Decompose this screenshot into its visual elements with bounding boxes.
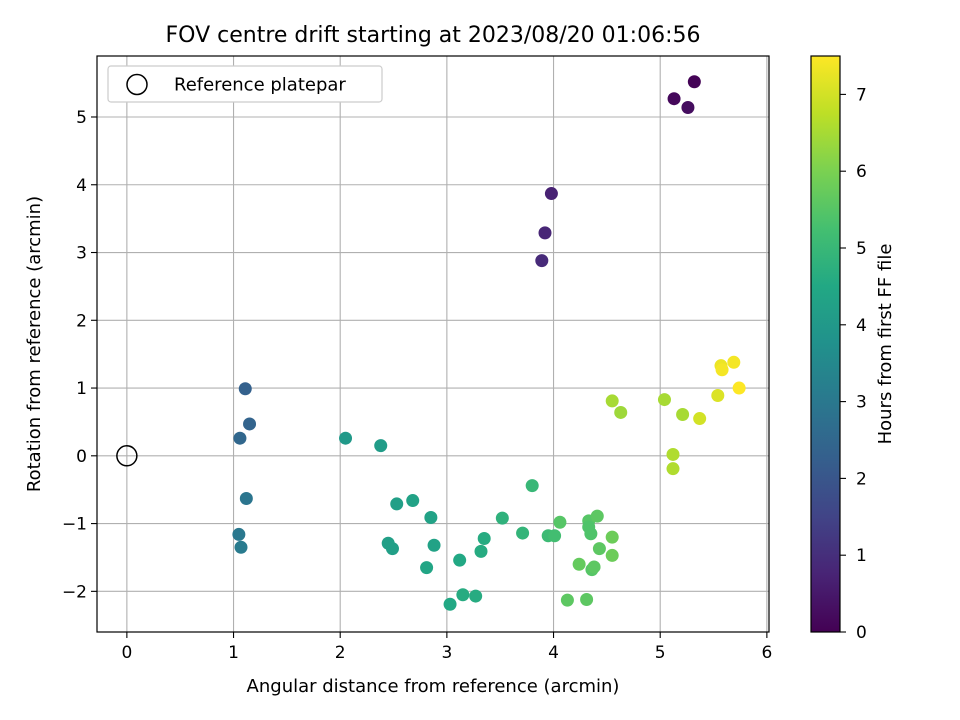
scatter-point xyxy=(443,597,457,611)
y-axis: −2 −1 0 1 2 3 4 5 xyxy=(62,108,97,602)
scatter-point xyxy=(424,510,438,524)
colorbar-tick-label: 1 xyxy=(856,546,867,566)
scatter-point xyxy=(544,187,558,201)
x-axis: 0 1 2 3 4 5 6 xyxy=(121,632,772,663)
scatter-point xyxy=(525,479,539,493)
colorbar-tick-label: 4 xyxy=(856,316,867,336)
scatter-point xyxy=(572,557,586,571)
scatter-point xyxy=(427,538,441,552)
scatter-point xyxy=(676,407,690,421)
reference-layer xyxy=(116,445,138,467)
chart-title: FOV centre drift starting at 2023/08/20 … xyxy=(166,23,701,48)
x-tick-label: 0 xyxy=(121,643,132,663)
scatter-point xyxy=(711,389,725,403)
scatter-point xyxy=(732,381,746,395)
y-tick-label: 4 xyxy=(76,176,87,196)
colorbar xyxy=(810,55,841,633)
points-layer xyxy=(232,75,746,611)
x-tick-label: 4 xyxy=(548,643,559,663)
scatter-point xyxy=(548,529,562,543)
grid-layer xyxy=(97,56,769,632)
scatter-point xyxy=(592,542,606,556)
plot-frame xyxy=(96,55,770,633)
scatter-point xyxy=(667,92,681,106)
scatter-point xyxy=(232,527,246,541)
x-tick-label: 2 xyxy=(335,643,346,663)
scatter-point xyxy=(243,417,257,431)
scatter-point xyxy=(553,515,567,529)
colorbar-tick-label: 7 xyxy=(856,85,867,105)
colorbar-tick-label: 2 xyxy=(856,469,867,489)
scatter-point xyxy=(693,412,707,426)
scatter-point xyxy=(605,530,619,544)
y-tick-label: 5 xyxy=(76,108,87,128)
scatter-point xyxy=(605,548,619,562)
x-tick-label: 6 xyxy=(761,643,772,663)
scatter-point xyxy=(715,363,729,377)
scatter-point xyxy=(538,226,552,240)
x-axis-label: Angular distance from reference (arcmin) xyxy=(247,676,620,697)
y-tick-label: 2 xyxy=(76,311,87,331)
y-tick-label: 3 xyxy=(76,244,87,264)
reference-platepar-marker xyxy=(116,445,138,467)
scatter-point xyxy=(239,492,253,506)
scatter-point xyxy=(614,405,628,419)
scatter-point xyxy=(385,542,399,556)
legend-reference-marker xyxy=(126,73,148,96)
scatter-point xyxy=(590,509,604,523)
scatter-point xyxy=(727,355,741,369)
scatter-point xyxy=(587,560,601,574)
scatter-point xyxy=(238,382,252,396)
scatter-point xyxy=(687,75,701,89)
scatter-point xyxy=(374,439,388,453)
colorbar-label: Hours from first FF file xyxy=(875,244,896,445)
scatter-point xyxy=(666,462,680,476)
colorbar-tick-label: 3 xyxy=(856,393,867,413)
scatter-point xyxy=(453,553,467,567)
scatter-point xyxy=(406,494,420,508)
scatter-point xyxy=(580,592,594,606)
y-axis-label: Rotation from reference (arcmin) xyxy=(24,196,45,492)
scatter-point xyxy=(456,588,470,602)
colorbar-tick-label: 5 xyxy=(856,239,867,259)
scatter-point xyxy=(420,561,434,575)
scatter-point xyxy=(233,431,247,445)
scatter-point xyxy=(477,531,491,545)
scatter-point xyxy=(584,527,598,541)
y-tick-label: 1 xyxy=(76,379,87,399)
scatter-point xyxy=(474,544,488,558)
y-tick-label: 0 xyxy=(76,447,87,467)
scatter-point xyxy=(657,393,671,407)
scatter-point xyxy=(390,497,404,511)
scatter-point xyxy=(339,431,353,445)
plot-area xyxy=(97,56,769,632)
scatter-point xyxy=(535,254,549,268)
scatter-point xyxy=(234,540,248,554)
scatter-point xyxy=(681,101,695,115)
legend-reference-label: Reference platepar xyxy=(174,75,346,96)
y-tick-label: −2 xyxy=(62,582,87,602)
legend: Reference platepar xyxy=(107,65,383,103)
x-tick-label: 3 xyxy=(441,643,452,663)
colorbar-tick-label: 6 xyxy=(856,162,867,182)
x-tick-label: 5 xyxy=(655,643,666,663)
scatter-point xyxy=(495,511,509,525)
scatter-point xyxy=(605,394,619,408)
scatter-point xyxy=(560,593,574,607)
colorbar-ticks: 0 1 2 3 4 5 6 7 xyxy=(840,85,867,643)
scatter-point xyxy=(666,447,680,461)
legend-box xyxy=(107,65,383,103)
colorbar-tick-label: 0 xyxy=(856,623,867,643)
scatter-point xyxy=(469,589,483,603)
scatter-point xyxy=(516,526,530,540)
y-tick-label: −1 xyxy=(62,515,87,535)
x-tick-label: 1 xyxy=(228,643,239,663)
